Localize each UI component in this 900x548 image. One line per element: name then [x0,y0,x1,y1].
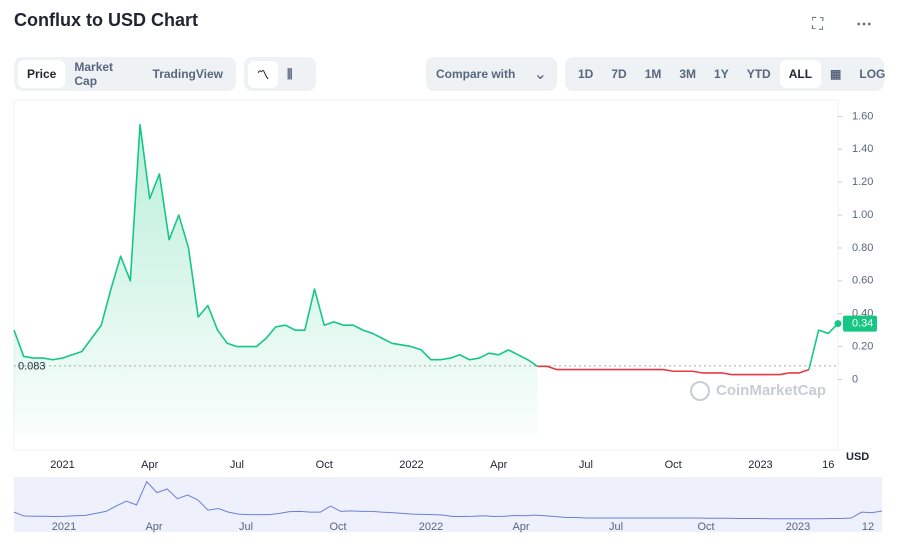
reference-label: 0.083 [18,361,46,373]
log-toggle[interactable]: LOG [859,67,886,81]
last-point [834,320,842,328]
navigator-label: Jul [609,521,623,533]
navigator-line [13,480,566,519]
range[interactable]: 7D [611,67,627,81]
price-line [808,323,839,370]
chevron: ⌄ [533,66,547,83]
last-price-label: 0.34 [852,317,873,329]
navigator-label: Oct [697,521,714,533]
navigator-label: 2021 [52,521,76,533]
navigator-line [851,510,883,519]
navigator-label: Apr [145,521,162,533]
price-line [537,365,810,376]
x-tick-label: 2022 [399,459,423,471]
range[interactable]: YTD [746,67,771,81]
navigator-label: Jul [239,521,253,533]
watermark: CoinMarketCap [716,382,826,399]
x-tick-label: Jul [579,459,593,471]
last-price-tag [843,315,877,332]
x-tick-label: 16 [822,459,834,471]
x-tick-label: Oct [665,459,682,471]
y-tick-label: 1.60 [852,110,873,122]
navigator [14,477,882,532]
navigator-label: Apr [512,521,529,533]
calendar-icon[interactable]: ▦ [830,67,842,81]
x-tick-label: 2021 [50,459,74,471]
y-tick-label: 0.60 [852,275,873,287]
area [14,124,538,437]
chart-type: 〽 ⫼ [244,57,316,91]
x-tick-label: 2023 [748,459,772,471]
y-tick-label: 0.20 [852,340,873,352]
y-tick-label: 0.40 [852,308,873,320]
tab[interactable]: Market Cap [74,60,114,88]
currency-label: USD [846,451,869,463]
navigator-label: Oct [329,521,346,533]
navigator-line [565,517,852,520]
range[interactable]: 1M [644,67,662,81]
y-tick-label: 1.40 [852,143,873,155]
x-tick-label: Oct [316,459,333,471]
tab[interactable]: Price [18,60,66,88]
y-tick-label: 0.80 [852,242,873,254]
title: Conflux to USD Chart [14,10,198,30]
compare-label: Compare with [436,67,516,81]
range[interactable]: 1D [578,67,594,81]
x-tick-label: Apr [490,459,507,471]
watermark-logo [690,381,710,401]
range[interactable]: ALL [779,60,822,88]
navigator-label: 12 [862,521,874,533]
line-icon[interactable]: 〽 [248,60,279,88]
range-tabs: 1D 7D 1M 3M 1Y YTD ALL ▦ LOG [565,57,885,91]
x-tick-label: Apr [141,459,158,471]
plot-frame [13,99,839,451]
y-tick-label: 1.20 [852,176,873,188]
navigator-label: 2023 [786,521,810,533]
y-tick-label: 1.00 [852,209,873,221]
more-icon[interactable]: ⋯ [856,16,872,33]
candle-icon[interactable]: ⫼ [287,66,293,81]
view-tabs: Price Market Cap TradingView [14,57,236,91]
tab[interactable]: TradingView [152,67,223,81]
range[interactable]: 3M [679,67,697,81]
fullscreen-icon[interactable]: ⛶ [812,16,824,33]
range[interactable]: 1Y [714,67,729,81]
x-tick-label: Jul [230,459,244,471]
price-line [13,123,538,367]
y-tick-label: 0 [852,373,858,385]
compare[interactable]: Compare with ⌄ [426,57,557,91]
navigator-label: 2022 [419,521,443,533]
